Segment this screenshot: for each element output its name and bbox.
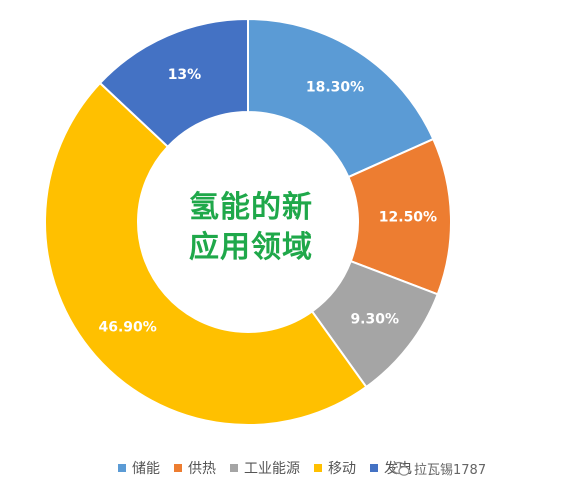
legend: 储能 供热 工业能源 移动 发电 bbox=[118, 458, 426, 478]
legend-swatch-2 bbox=[230, 464, 238, 472]
legend-swatch-3 bbox=[314, 464, 322, 472]
legend-item-0: 储能 bbox=[118, 458, 160, 478]
legend-swatch-0 bbox=[118, 464, 126, 472]
data-label-4: 13% bbox=[168, 67, 202, 83]
donut-slice-4 bbox=[98, 17, 249, 149]
legend-label-1: 供热 bbox=[188, 461, 216, 477]
wechat-icon bbox=[392, 461, 410, 476]
legend-label-2: 工业能源 bbox=[244, 461, 300, 477]
watermark-text: 拉瓦锡1787 bbox=[414, 463, 487, 478]
center-title: 氢能的新 应用领域 bbox=[176, 188, 326, 268]
data-label-3: 46.90% bbox=[98, 319, 156, 335]
data-label-2: 9.30% bbox=[350, 312, 399, 328]
legend-label-3: 移动 bbox=[328, 461, 356, 477]
watermark: 拉瓦锡1787 bbox=[392, 459, 486, 478]
legend-label-0: 储能 bbox=[132, 461, 160, 477]
data-label-0: 18.30% bbox=[306, 80, 364, 96]
data-label-1: 12.50% bbox=[379, 209, 437, 225]
center-title-line-2: 应用领域 bbox=[189, 230, 313, 265]
legend-item-1: 供热 bbox=[174, 458, 216, 478]
donut-slice-0 bbox=[247, 17, 435, 179]
legend-item-2: 工业能源 bbox=[230, 458, 300, 478]
legend-swatch-1 bbox=[174, 464, 182, 472]
donut-slice-3 bbox=[44, 81, 368, 426]
legend-item-3: 移动 bbox=[314, 458, 356, 478]
center-title-line-1: 氢能的新 bbox=[189, 190, 313, 225]
legend-swatch-4 bbox=[370, 464, 378, 472]
